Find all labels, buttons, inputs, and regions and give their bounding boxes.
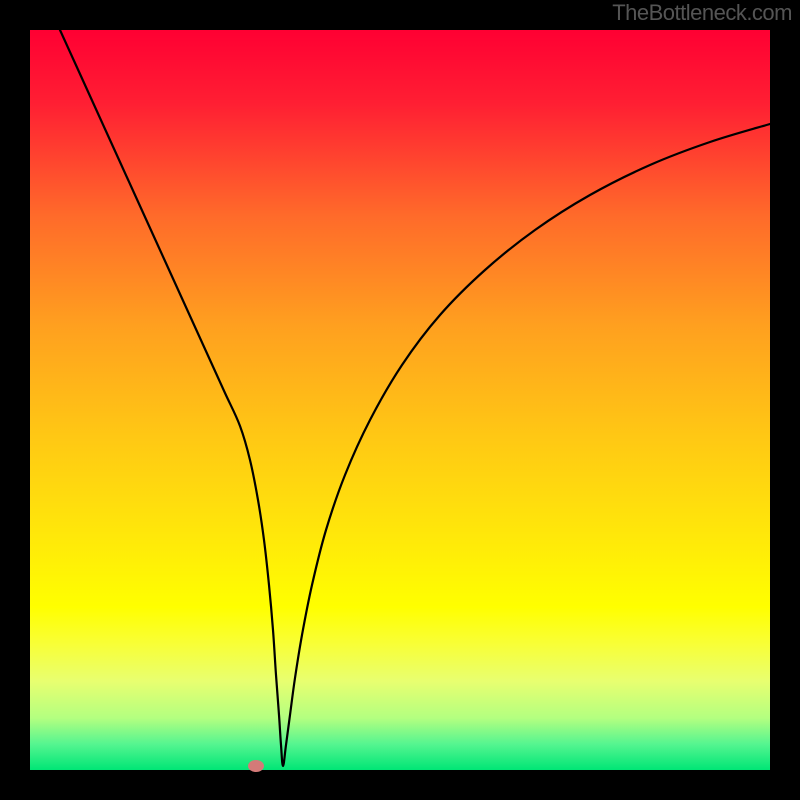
watermark-text: TheBottleneck.com	[612, 0, 792, 26]
frame-left	[0, 0, 30, 800]
chart-frame	[0, 0, 800, 800]
optimal-point-marker	[248, 760, 264, 772]
plot-area	[30, 30, 770, 770]
frame-right	[770, 0, 800, 800]
frame-bottom	[0, 770, 800, 800]
bottleneck-curve	[30, 30, 770, 770]
